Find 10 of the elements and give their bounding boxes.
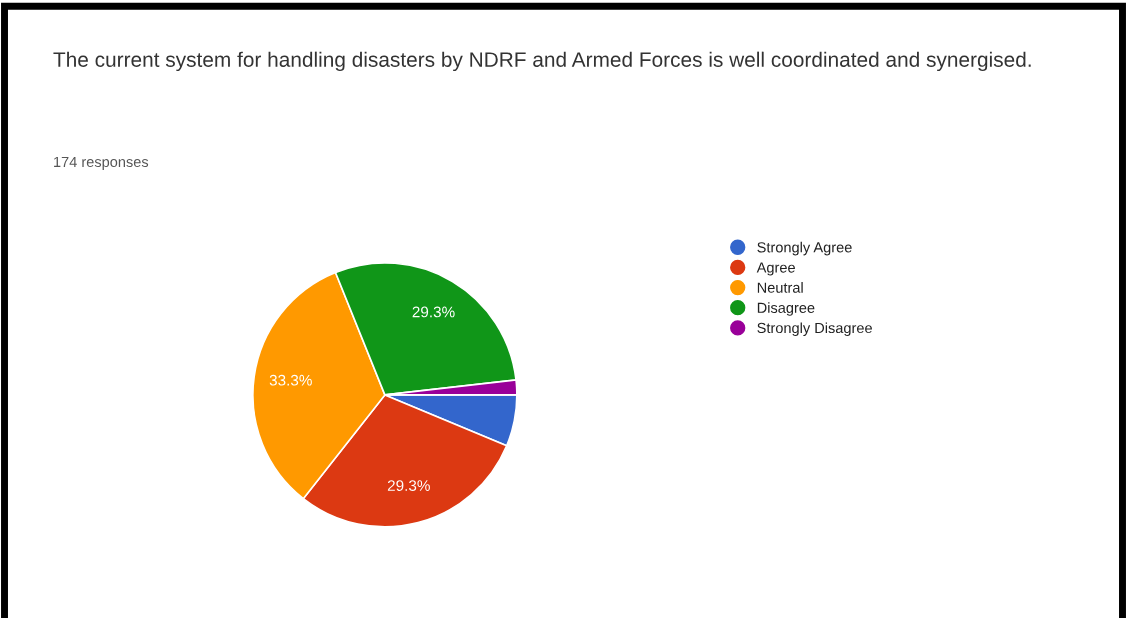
legend-label: Disagree xyxy=(757,302,815,316)
chart-title: The current system for handling disasters by NDRF and Armed Forces is well coordinated and synergised. xyxy=(53,51,1031,72)
legend-label: Neutral xyxy=(757,282,803,293)
data-label: 29.3% xyxy=(387,480,430,491)
legend-label: Strongly Disagree xyxy=(757,322,872,337)
data-label: 29.3% xyxy=(412,306,455,318)
legend-label: Agree xyxy=(756,262,795,276)
legend-label: Strongly Agree xyxy=(757,241,852,256)
text: 174 responses xyxy=(54,156,149,170)
data-label: 33.3% xyxy=(269,374,312,386)
